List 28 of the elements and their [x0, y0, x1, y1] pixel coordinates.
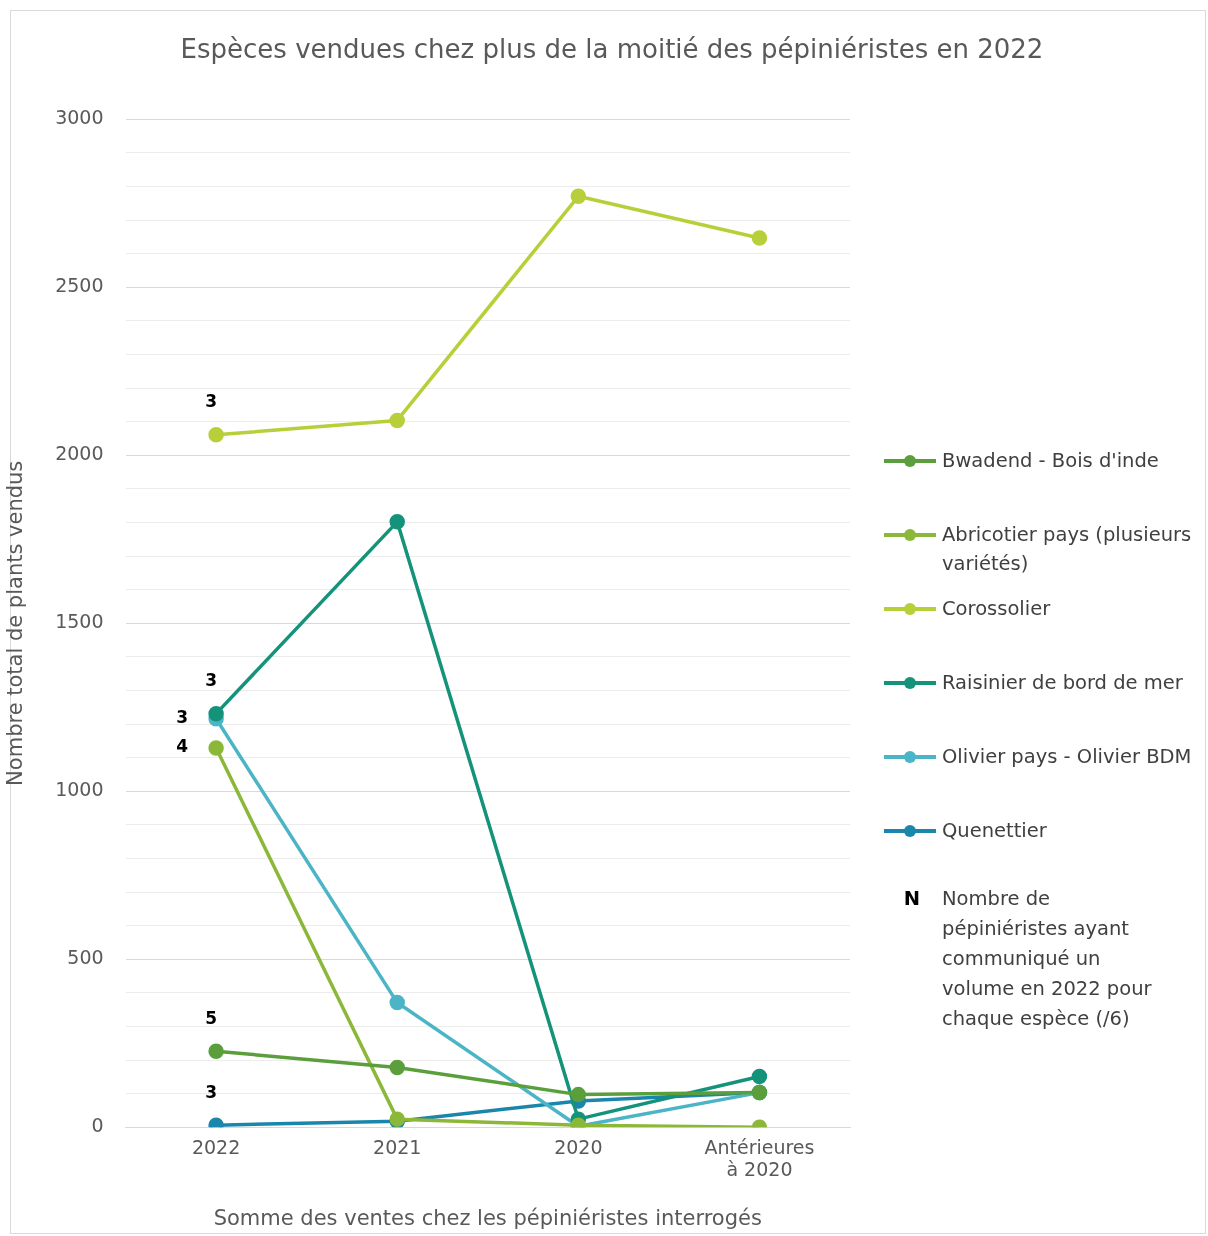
y-tick-label: 3000 — [55, 106, 104, 129]
legend-label: Raisinier de bord de mer — [942, 670, 1183, 696]
legend-label: Bwadend - Bois d'inde — [942, 448, 1159, 474]
text: Nombre de pépiniéristes ayant communiqué un volume en 2022 pour chaque espèce (/6) — [942, 886, 1153, 1032]
y-tick-label: 2000 — [55, 442, 104, 465]
annotation: 3 — [205, 1081, 218, 1102]
x-tick-label: Antérieures à 2020 — [704, 1135, 815, 1181]
legend-label: Quenettier — [942, 818, 1047, 844]
x-tick-label: 2022 — [191, 1135, 241, 1158]
text: N — [902, 886, 922, 912]
legend-label: Olivier pays - Olivier BDM — [942, 744, 1192, 770]
legend-label: Corossolier — [942, 596, 1051, 622]
x-tick-label: 2020 — [554, 1135, 603, 1158]
y-tick-label: 0 — [91, 1114, 104, 1137]
annotation: 4 — [176, 736, 189, 757]
annotation: 3 — [205, 670, 218, 691]
chart-title: Espèces vendues chez plus de la moitié des pépiniéristes en 2022 — [179, 34, 1045, 64]
annotation: 5 — [205, 1007, 218, 1028]
y-tick-label: 500 — [67, 946, 104, 969]
x-tick-label: 2021 — [373, 1135, 422, 1158]
legend-label: Abricotier pays (plusieurs variétés) — [942, 522, 1193, 577]
y-tick-label: 1000 — [55, 778, 104, 801]
annotation: 3 — [176, 707, 189, 728]
y-tick-label: 2500 — [55, 274, 104, 297]
y-axis-title: Nombre total de plants vendus — [3, 460, 28, 786]
annotation: 3 — [205, 391, 218, 412]
y-tick-label: 1500 — [55, 610, 104, 633]
x-axis-title: Somme des ventes chez les pépiniéristes interrogés — [213, 1205, 762, 1230]
